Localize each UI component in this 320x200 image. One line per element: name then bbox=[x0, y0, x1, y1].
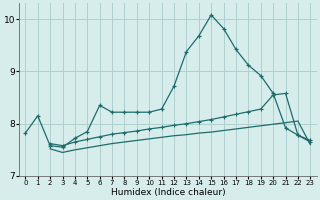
X-axis label: Humidex (Indice chaleur): Humidex (Indice chaleur) bbox=[110, 188, 225, 197]
